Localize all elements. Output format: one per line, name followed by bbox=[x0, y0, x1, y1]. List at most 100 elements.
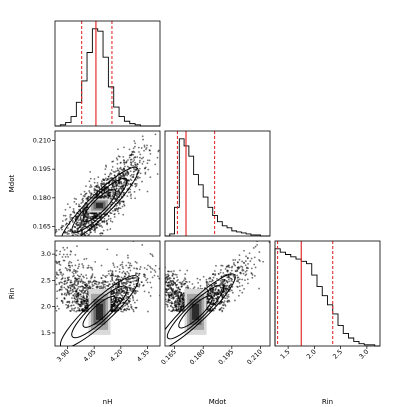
scatter-point bbox=[137, 266, 139, 268]
scatter-point bbox=[81, 263, 84, 265]
scatter-point bbox=[165, 291, 168, 294]
scatter-point bbox=[241, 284, 244, 287]
scatter-point bbox=[170, 295, 173, 297]
scatter-point bbox=[107, 215, 110, 218]
scatter-point bbox=[64, 219, 67, 221]
scatter-point bbox=[181, 300, 184, 303]
scatter-point bbox=[118, 268, 121, 271]
scatter-point bbox=[228, 266, 231, 269]
scatter-point bbox=[160, 294, 162, 296]
scatter-point bbox=[238, 278, 241, 281]
scatter-point bbox=[75, 296, 78, 299]
scatter-point bbox=[113, 174, 116, 177]
scatter-point bbox=[188, 281, 191, 283]
scatter-point bbox=[230, 269, 233, 272]
scatter-point bbox=[78, 237, 80, 239]
scatter-point bbox=[229, 277, 232, 280]
scatter-point bbox=[262, 260, 265, 263]
scatter-point bbox=[220, 306, 223, 309]
scatter-point bbox=[127, 171, 130, 174]
scatter-point bbox=[167, 301, 170, 304]
scatter-point bbox=[73, 248, 75, 250]
scatter-point bbox=[77, 224, 80, 227]
scatter-point bbox=[85, 245, 87, 247]
scatter-point bbox=[83, 209, 86, 212]
scatter-point bbox=[76, 245, 78, 248]
scatter-point bbox=[221, 310, 224, 313]
y-tick-label-Mdot: 0.210 bbox=[33, 137, 51, 145]
scatter-point bbox=[221, 264, 224, 267]
scatter-point bbox=[70, 279, 72, 282]
scatter-point bbox=[114, 275, 117, 278]
scatter-point bbox=[67, 278, 70, 281]
scatter-point bbox=[128, 274, 131, 277]
scatter-point bbox=[174, 292, 177, 294]
axes-joint-nH-Mdot bbox=[54, 130, 161, 237]
scatter-point bbox=[77, 238, 79, 240]
scatter-point bbox=[90, 217, 92, 220]
scatter-point bbox=[237, 294, 240, 297]
scatter-point bbox=[128, 308, 131, 311]
scatter-point bbox=[151, 294, 153, 296]
scatter-point bbox=[93, 181, 96, 184]
scatter-point bbox=[173, 270, 175, 272]
scatter-point bbox=[122, 200, 125, 203]
scatter-point bbox=[108, 283, 110, 286]
scatter-point bbox=[110, 176, 113, 179]
scatter-point bbox=[167, 273, 169, 276]
scatter-point bbox=[138, 167, 141, 170]
scatter-point bbox=[56, 305, 59, 308]
scatter-point bbox=[231, 265, 234, 268]
scatter-point bbox=[93, 191, 96, 194]
scatter-point bbox=[113, 171, 116, 174]
scatter-point bbox=[149, 152, 152, 155]
scatter-point bbox=[143, 267, 146, 269]
scatter-point bbox=[151, 268, 154, 270]
scatter-point bbox=[66, 227, 69, 229]
scatter-point bbox=[76, 309, 79, 312]
scatter-point bbox=[85, 292, 87, 295]
scatter-point bbox=[62, 262, 64, 264]
scatter-point bbox=[127, 173, 130, 175]
scatter-point bbox=[129, 288, 132, 290]
scatter-point bbox=[82, 264, 85, 267]
scatter-point bbox=[175, 273, 178, 276]
scatter-point bbox=[170, 270, 173, 273]
scatter-point bbox=[56, 290, 59, 293]
scatter-point bbox=[59, 250, 62, 253]
scatter-point bbox=[161, 280, 163, 282]
scatter-point bbox=[96, 286, 99, 289]
scatter-point bbox=[123, 146, 125, 149]
scatter-point bbox=[67, 262, 70, 265]
scatter-point bbox=[66, 253, 69, 256]
scatter-point bbox=[93, 189, 96, 192]
scatter-point bbox=[126, 254, 129, 257]
scatter-point bbox=[120, 310, 123, 313]
scatter-point bbox=[72, 208, 75, 210]
scatter-point bbox=[80, 220, 83, 222]
scatter-point bbox=[210, 280, 213, 283]
scatter-point bbox=[42, 268, 44, 270]
scatter-point bbox=[182, 292, 185, 295]
scatter-point bbox=[223, 278, 226, 281]
scatter-point bbox=[143, 149, 145, 152]
scatter-point bbox=[149, 295, 152, 297]
scatter-point bbox=[73, 286, 76, 289]
scatter-point bbox=[85, 274, 88, 277]
scatter-point bbox=[81, 298, 83, 301]
scatter-point bbox=[136, 299, 139, 302]
scatter-point bbox=[151, 255, 154, 258]
scatter-point bbox=[38, 287, 40, 289]
scatter-point bbox=[181, 297, 184, 300]
scatter-point bbox=[64, 230, 67, 233]
y-tick-label-Rin: 3.0 bbox=[41, 250, 51, 258]
scatter-point bbox=[103, 217, 106, 220]
scatter-point bbox=[89, 184, 92, 187]
scatter-point bbox=[84, 223, 87, 226]
x-tick-label-Rin: 3.0 bbox=[357, 348, 370, 361]
scatter-point bbox=[92, 219, 95, 221]
scatter-point bbox=[82, 266, 85, 269]
scatter-point bbox=[124, 286, 127, 289]
scatter-point bbox=[117, 148, 119, 151]
scatter-point bbox=[92, 284, 95, 287]
